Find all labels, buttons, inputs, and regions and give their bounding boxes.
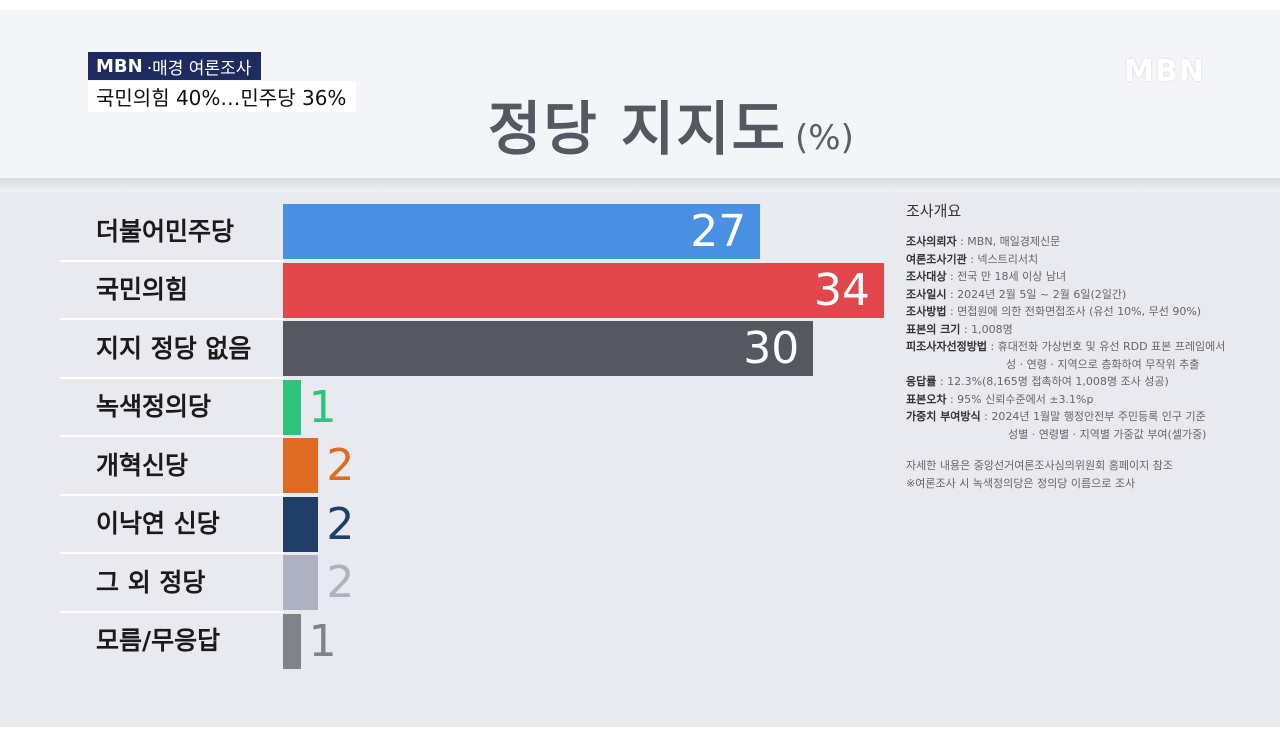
value-label: 34: [814, 264, 870, 316]
survey-row: 성 · 연령 · 지역으로 층화하여 무작위 추출: [906, 356, 1266, 374]
header-divider: [0, 178, 1280, 192]
row-separator: [60, 376, 284, 379]
survey-overview: 조사개요 조사의뢰자 : MBN, 매일경제신문 여론조사기관 : 넥스트리서치 조…: [906, 200, 1266, 492]
value-label: 2: [326, 440, 355, 491]
survey-row-value: : 12.3%(8,165명 접촉하여 1,008명 조사 성공): [936, 375, 1169, 388]
chart-unit: (%): [795, 118, 854, 158]
survey-row-value: : 2024년 1월말 행정안전부 주민등록 인구 기준: [980, 410, 1206, 423]
survey-row-value: : 전국 만 18세 이상 남녀: [946, 270, 1067, 283]
survey-row-value: : 휴대전화 가상번호 및 유선 RDD 표본 프레임에서: [986, 340, 1226, 353]
category-label: 개혁신당: [96, 450, 189, 480]
survey-row-value: : 2024년 2월 5일 ~ 2월 6일(2일간): [946, 287, 1127, 301]
value-label: 27: [690, 206, 747, 257]
value-label: 1: [308, 381, 337, 433]
survey-title: 조사개요: [906, 202, 962, 220]
survey-row: 조사의뢰자 : MBN, 매일경제신문: [906, 233, 1266, 251]
broadcast-screen: MBN ·매경 여론조사 국민의힘 40%…민주당 36% MBN 정당 지지도…: [0, 10, 1280, 727]
survey-row-key: 응답률: [906, 375, 937, 388]
chart-title: 정당 지지도: [488, 95, 787, 163]
category-label: 더불어민주당: [96, 216, 235, 246]
row-separator: [60, 435, 284, 437]
row-separator: [60, 610, 284, 613]
caption-source: ·매경 여론조사: [146, 58, 252, 79]
survey-row: 표본의 크기 : 1,008명: [906, 321, 1266, 339]
survey-notes: 자세한 내용은 중앙선거여론조사심의위원회 홈페이지 참조 ※여론조사 시 녹색정…: [906, 457, 1266, 492]
category-label: 그 외 정당: [96, 567, 206, 597]
survey-row-key: 피조사자선정방법: [906, 340, 987, 353]
category-label: 지지 정당 없음: [96, 333, 252, 363]
row-separator: [60, 493, 284, 496]
survey-rows: 조사의뢰자 : MBN, 매일경제신문 여론조사기관 : 넥스트리서치 조사대상 :…: [906, 233, 1266, 443]
survey-note: ※여론조사 시 녹색정의당은 정의당 이름으로 조사: [906, 476, 1136, 490]
survey-row: 조사일시 : 2024년 2월 5일 ~ 2월 6일(2일간): [906, 286, 1266, 304]
survey-row-value: 성별 · 연령별 · 지역별 가중값 부여(셀가중): [1008, 427, 1207, 441]
caption-logo: MBN: [96, 55, 143, 77]
survey-row-key: 표본오차: [906, 392, 947, 406]
survey-row-key: 조사의뢰자: [906, 235, 957, 248]
survey-row-value: : 넥스트리서치: [966, 252, 1039, 266]
survey-row-key: 가중치 부여방식: [906, 410, 981, 423]
survey-row: 성별 · 연령별 · 지역별 가중값 부여(셀가중): [906, 426, 1266, 444]
chart-title-block: 정당 지지도 (%): [488, 82, 854, 166]
survey-row-value: 성 · 연령 · 지역으로 층화하여 무작위 추출: [1006, 357, 1200, 371]
survey-row-key: 조사방법: [906, 305, 947, 318]
survey-row: 피조사자선정방법 : 휴대전화 가상번호 및 유선 RDD 표본 프레임에서: [906, 338, 1266, 356]
survey-row-key: 조사일시: [906, 287, 947, 301]
value-label: 2: [326, 557, 355, 608]
survey-row-key: 여론조사기관: [906, 252, 967, 266]
survey-row-value: : 면접원에 의한 전화면접조사 (유선 10%, 무선 90%): [946, 305, 1202, 318]
bar: [283, 438, 319, 493]
survey-row-value: : 95% 신뢰수준에서 ±3.1%p: [946, 392, 1094, 406]
survey-row-value: : 1,008명: [960, 322, 1013, 336]
survey-row: 응답률 : 12.3%(8,165명 접촉하여 1,008명 조사 성공): [906, 373, 1266, 391]
category-label: 녹색정의당: [96, 392, 212, 421]
survey-row-value: : MBN, 매일경제신문: [956, 235, 1061, 248]
category-label: 이낙연 신당: [96, 509, 220, 538]
value-label: 1: [308, 615, 337, 667]
bar: [283, 613, 301, 669]
row-separator: [60, 552, 284, 554]
survey-row: 가중치 부여방식 : 2024년 1월말 행정안전부 주민등록 인구 기준: [906, 408, 1266, 426]
row-separator: [60, 259, 284, 262]
bar: [283, 379, 301, 435]
bar: [283, 555, 319, 610]
category-label: 국민의힘: [96, 275, 189, 304]
survey-row: 표본오차 : 95% 신뢰수준에서 ±3.1%p: [906, 391, 1266, 409]
bar: [283, 496, 319, 552]
bar-chart: 더불어민주당 27 국민의힘 34 지지 정당 없음 30 녹색정의당 1 개혁신당 2 이낙연 신…: [0, 10, 1280, 746]
row-separator: [60, 318, 284, 320]
value-label: 2: [326, 498, 355, 550]
survey-row: 여론조사기관 : 넥스트리서치: [906, 251, 1266, 269]
survey-row: 조사방법 : 면접원에 의한 전화면접조사 (유선 10%, 무선 90%): [906, 303, 1266, 321]
caption-headline: 국민의힘 40%…민주당 36%: [88, 81, 357, 112]
survey-row: 조사대상 : 전국 만 18세 이상 남녀: [906, 268, 1266, 286]
bar: [283, 321, 814, 376]
survey-row-key: 조사대상: [906, 270, 947, 283]
bar: [283, 204, 761, 259]
survey-row-key: 표본의 크기: [906, 322, 961, 336]
category-label: 모름/무응답: [96, 626, 221, 655]
channel-watermark: MBN: [1124, 54, 1205, 89]
bar: [283, 262, 884, 318]
survey-note: 자세한 내용은 중앙선거여론조사심의위원회 홈페이지 참조: [906, 459, 1173, 472]
caption-source-bar: MBN ·매경 여론조사: [88, 52, 262, 80]
value-label: 30: [743, 323, 800, 374]
